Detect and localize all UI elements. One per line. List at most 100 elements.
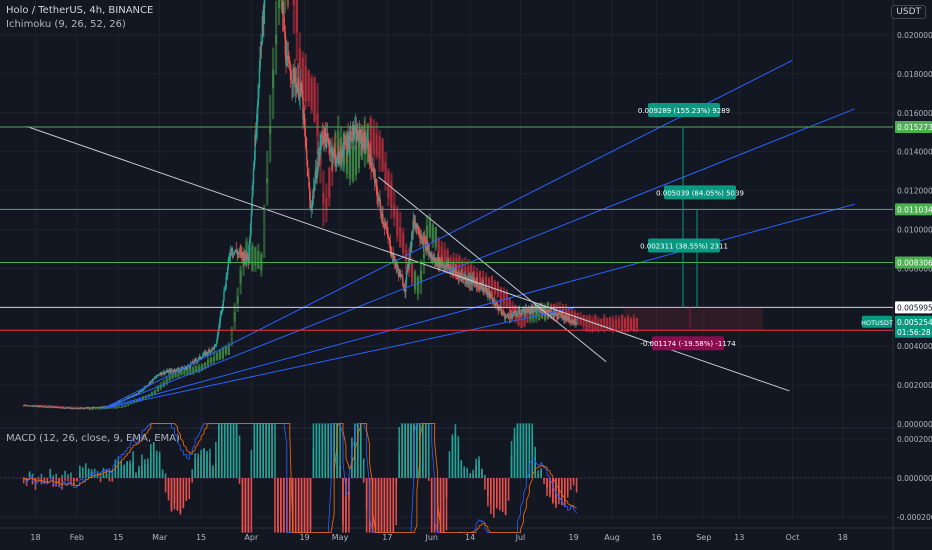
macd-histogram-bar: [126, 461, 128, 478]
ichimoku-cloud-segment: [218, 350, 222, 360]
ichimoku-cloud-segment: [94, 407, 97, 410]
macd-histogram-bar: [504, 478, 507, 516]
candle-body: [479, 285, 481, 289]
ichimoku-cloud-segment: [97, 407, 100, 410]
ichimoku-cloud-segment: [508, 297, 511, 311]
candle-body: [469, 279, 471, 285]
candle-body: [450, 269, 453, 273]
ichimoku-cloud-segment: [319, 147, 322, 184]
candle-body: [294, 72, 296, 88]
macd-histogram-bar: [327, 423, 330, 478]
candle-body: [77, 408, 80, 409]
ichimoku-cloud-segment: [254, 247, 257, 267]
candle-body: [543, 308, 545, 312]
ichimoku-cloud-segment: [209, 357, 213, 365]
candle-body: [249, 224, 252, 237]
candle-body: [490, 293, 492, 298]
ichimoku-cloud-segment: [458, 254, 461, 282]
candle-body: [538, 309, 540, 311]
candle-body: [204, 352, 206, 353]
candle-body: [411, 233, 413, 248]
candle-body: [493, 299, 495, 303]
macd-histogram-bar: [454, 424, 457, 478]
candle-body: [575, 323, 577, 325]
candle-body: [305, 137, 307, 150]
candle-body: [370, 153, 372, 169]
candle-body: [219, 316, 221, 323]
candle-body: [229, 256, 231, 257]
ichimoku-cloud-segment: [431, 222, 434, 242]
ichimoku-cloud-segment: [283, 0, 287, 14]
candle-body: [505, 315, 508, 317]
chart-title[interactable]: Holo / TetherUS, 4h, BINANCE: [6, 5, 154, 16]
ichimoku-cloud-segment: [378, 130, 381, 172]
ichimoku-cloud-segment: [413, 271, 417, 294]
candle-body: [33, 405, 35, 407]
candle-body: [261, 16, 264, 43]
ichimoku-cloud-segment: [204, 362, 207, 370]
macd-y-tick-label: 0.000000: [897, 474, 932, 483]
candle-body: [72, 408, 74, 409]
candle-body: [323, 128, 326, 143]
measure-label: -0.001174 (-19.58%) -1174: [640, 340, 736, 348]
candle-body: [336, 157, 338, 164]
ichimoku-cloud-segment: [141, 396, 145, 401]
candle-body: [320, 136, 322, 147]
candle-body: [424, 238, 426, 241]
ichimoku-cloud-segment: [369, 115, 372, 155]
candle-body: [379, 204, 382, 213]
ichimoku-cloud-segment: [635, 318, 638, 333]
candle-body: [380, 212, 383, 218]
macd-histogram-bar: [138, 465, 140, 478]
candle-body: [160, 372, 162, 375]
candle-body: [428, 250, 430, 254]
ichimoku-cloud-segment: [230, 336, 233, 347]
candle-body: [67, 407, 69, 409]
ichimoku-cloud-segment: [597, 319, 600, 333]
x-tick-label: 18: [30, 533, 40, 542]
macd-histogram-bar: [22, 477, 25, 478]
ichimoku-cloud-segment: [189, 368, 192, 375]
macd-label[interactable]: MACD (12, 26, close, 9, EMA, EMA): [6, 433, 180, 444]
candle-body: [224, 286, 227, 291]
candle-body: [434, 258, 437, 262]
candle-body: [222, 300, 224, 306]
ichimoku-cloud-segment: [186, 369, 189, 375]
candle-body: [428, 250, 431, 256]
ichimoku-cloud-segment: [437, 236, 440, 254]
measure-label: 0.005039 (84.05%) 5039: [656, 189, 744, 197]
candle-body: [164, 372, 166, 374]
candle-body: [44, 406, 46, 408]
macd-histogram-bar: [451, 436, 454, 478]
ichimoku-cloud-segment: [316, 82, 319, 137]
ichimoku-cloud-segment: [425, 214, 429, 238]
macd-histogram-bar: [315, 423, 318, 478]
candle-body: [213, 345, 216, 350]
candle-body: [553, 313, 556, 315]
candle-body: [446, 263, 448, 268]
macd-histogram-bar: [235, 423, 238, 478]
macd-histogram-bar: [543, 478, 545, 485]
indicator-label[interactable]: Ichimoku (9, 26, 52, 26): [6, 19, 126, 30]
ichimoku-cloud-segment: [269, 94, 272, 134]
currency-button[interactable]: USDT: [891, 5, 926, 19]
ichimoku-cloud-segment: [298, 32, 301, 69]
candle-body: [394, 262, 397, 267]
x-tick-label: Aug: [604, 533, 620, 542]
ichimoku-cloud-segment: [313, 76, 316, 121]
macd-histogram-bar: [460, 461, 463, 478]
candle-body: [130, 396, 132, 398]
ichimoku-cloud-segment: [470, 262, 473, 285]
candle-body: [481, 287, 483, 289]
ichimoku-cloud-segment: [555, 302, 559, 322]
macd-histogram-bar: [549, 478, 551, 498]
candle-body: [566, 314, 568, 319]
candle-body: [202, 355, 204, 357]
candle-body: [163, 371, 165, 374]
candle-body: [360, 132, 362, 144]
candle-body: [485, 287, 488, 291]
macd-histogram-bar: [427, 423, 430, 478]
macd-histogram-bar: [416, 423, 418, 478]
candle-body: [138, 391, 140, 394]
